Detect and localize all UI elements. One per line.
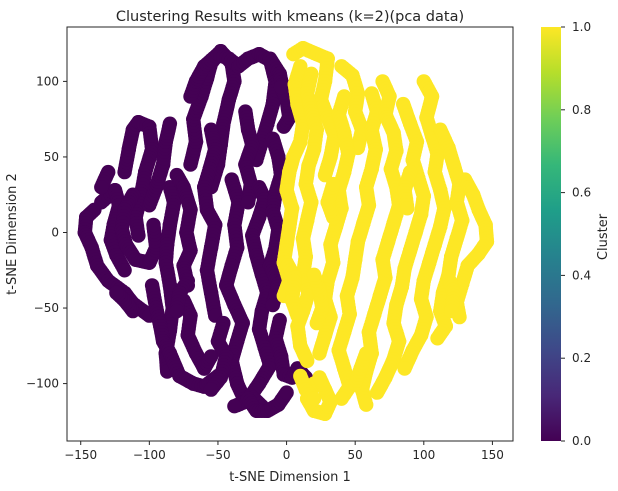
colorbar-tick-label: 0.6 xyxy=(572,186,591,200)
data-point xyxy=(109,285,124,301)
data-point xyxy=(265,297,280,313)
colorbar-tick-label: 0.8 xyxy=(572,103,591,117)
x-tick-label: 150 xyxy=(481,448,504,462)
colorbar-tick-label: 0.2 xyxy=(572,351,591,365)
data-point xyxy=(227,399,242,414)
x-tick-label: 0 xyxy=(283,448,291,462)
data-point xyxy=(131,228,146,243)
x-axis-ticks: −150 −100 −50 0 50 100 150 xyxy=(64,441,504,462)
data-point xyxy=(162,116,178,131)
data-point xyxy=(359,397,374,412)
y-axis-label: t-SNE Dimension 2 xyxy=(5,173,20,295)
data-point xyxy=(273,80,289,95)
data-point xyxy=(312,370,327,385)
x-axis-label: t-SNE Dimension 1 xyxy=(229,470,351,485)
data-point xyxy=(397,361,412,376)
colorbar-tick-label: 0.4 xyxy=(572,268,591,282)
x-tick-label: −50 xyxy=(205,448,230,462)
data-point xyxy=(306,391,322,406)
data-point xyxy=(369,385,385,400)
x-tick-label: −100 xyxy=(133,448,166,462)
data-point xyxy=(279,385,294,400)
data-point xyxy=(400,201,415,216)
data-point xyxy=(203,349,219,364)
data-point xyxy=(94,180,109,195)
cluster-1-points xyxy=(276,41,495,421)
data-point xyxy=(117,263,132,278)
data-point xyxy=(430,331,445,346)
data-point xyxy=(312,346,327,361)
plot-frame xyxy=(66,26,514,442)
colorbar-tick-label: 1.0 xyxy=(572,20,591,34)
data-point xyxy=(169,303,184,319)
y-tick-label: −50 xyxy=(34,301,59,315)
x-tick-label: 50 xyxy=(348,448,363,462)
x-tick-label: 100 xyxy=(412,448,435,462)
colorbar-label: Cluster xyxy=(596,213,611,260)
data-point xyxy=(203,382,219,397)
x-tick-label: −150 xyxy=(64,448,97,462)
data-point xyxy=(334,391,349,406)
data-point xyxy=(306,267,322,282)
y-tick-label: 50 xyxy=(44,150,59,164)
colorbar-tick-label: 0.0 xyxy=(572,434,591,448)
data-point xyxy=(290,308,305,323)
data-point xyxy=(146,217,161,233)
data-point xyxy=(444,303,459,319)
colorbar xyxy=(541,27,561,441)
cluster-0-points xyxy=(77,44,313,418)
scatter-points xyxy=(77,41,495,421)
y-tick-label: −100 xyxy=(26,377,59,391)
data-point xyxy=(300,353,315,369)
y-axis-ticks: −100 −50 0 50 100 xyxy=(26,74,67,391)
chart-title: Clustering Results with kmeans (k=2)(pca… xyxy=(116,9,464,25)
data-point xyxy=(326,176,341,192)
y-tick-label: 0 xyxy=(51,225,59,239)
data-point xyxy=(359,346,374,361)
data-point xyxy=(240,195,256,210)
y-tick-label: 100 xyxy=(36,74,59,88)
colorbar-ticks: 0.0 0.2 0.4 0.6 0.8 1.0 xyxy=(561,20,591,448)
